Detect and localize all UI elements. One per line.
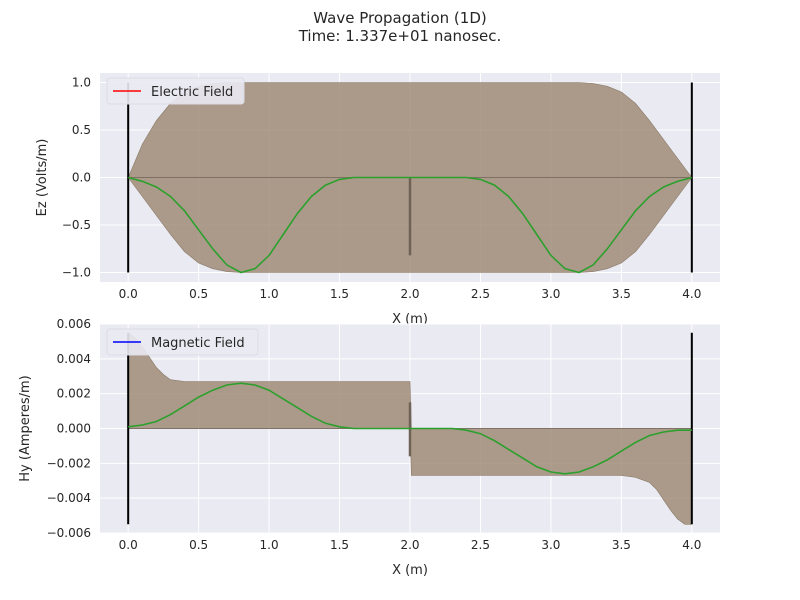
figure-subtitle: Time: 1.337e+01 nanosec.: [298, 27, 502, 45]
y-tick-label: 0.002: [57, 387, 91, 401]
x-tick-label: 3.5: [612, 287, 631, 301]
legend-box: [106, 77, 245, 105]
x-axis-label: X (m): [392, 312, 428, 327]
x-tick-label: 1.0: [260, 287, 279, 301]
y-tick-label: 0.0: [72, 171, 91, 185]
y-tick-label: 0.004: [57, 352, 91, 366]
x-tick-label: 0.5: [189, 538, 208, 552]
field-series-line: [128, 382, 692, 475]
x-axis-label: X (m): [392, 563, 428, 578]
y-tick-label: 0.000: [57, 422, 91, 436]
x-tick-label: 4.0: [682, 287, 701, 301]
x-tick-label: 1.5: [330, 287, 349, 301]
y-tick-label: −0.004: [47, 491, 91, 505]
x-tick-label: 3.5: [612, 538, 631, 552]
legend-label: Magnetic Field: [151, 336, 245, 351]
x-tick-label: 0.5: [189, 287, 208, 301]
x-tick-label: 0.0: [119, 287, 138, 301]
figure-title: Wave Propagation (1D): [313, 9, 486, 27]
y-tick-label: 0.5: [72, 123, 91, 137]
x-tick-label: 2.5: [471, 287, 490, 301]
electric-field-panel: 0.0 0.5 1.0 1.5 2.0 2.5 3.0 3.5 4.0 1.0 0.5 0.0 −0.5…: [35, 73, 720, 327]
y-tick-label: −1.0: [62, 266, 91, 280]
y-tick-label: −0.002: [47, 456, 91, 470]
x-tick-label: 4.0: [682, 538, 701, 552]
x-tick-label: 2.0: [400, 287, 419, 301]
y-axis-label: Hy (Amperes/m): [18, 375, 33, 481]
magnetic-field-panel: 0.0 0.5 1.0 1.5 2.0 2.5 3.0 3.5 4.0 0.006 0.004 0.0…: [18, 317, 720, 578]
x-tick-label: 1.0: [260, 538, 279, 552]
y-tick-label: −0.5: [62, 218, 91, 232]
x-tick-label: 3.0: [541, 538, 560, 552]
legend-label: Electric Field: [151, 85, 233, 100]
x-tick-label: 2.5: [471, 538, 490, 552]
legend-box: [106, 328, 259, 356]
y-tick-label: −0.006: [47, 526, 91, 540]
x-tick-label: 3.0: [541, 287, 560, 301]
y-tick-label: 0.006: [57, 317, 91, 331]
x-tick-label: 2.0: [400, 538, 419, 552]
y-axis-label: Ez (Volts/m): [35, 139, 50, 217]
y-tick-label: 1.0: [72, 76, 91, 90]
x-tick-label: 1.5: [330, 538, 349, 552]
x-tick-label: 0.0: [119, 538, 138, 552]
field-series-line: [127, 176, 693, 274]
